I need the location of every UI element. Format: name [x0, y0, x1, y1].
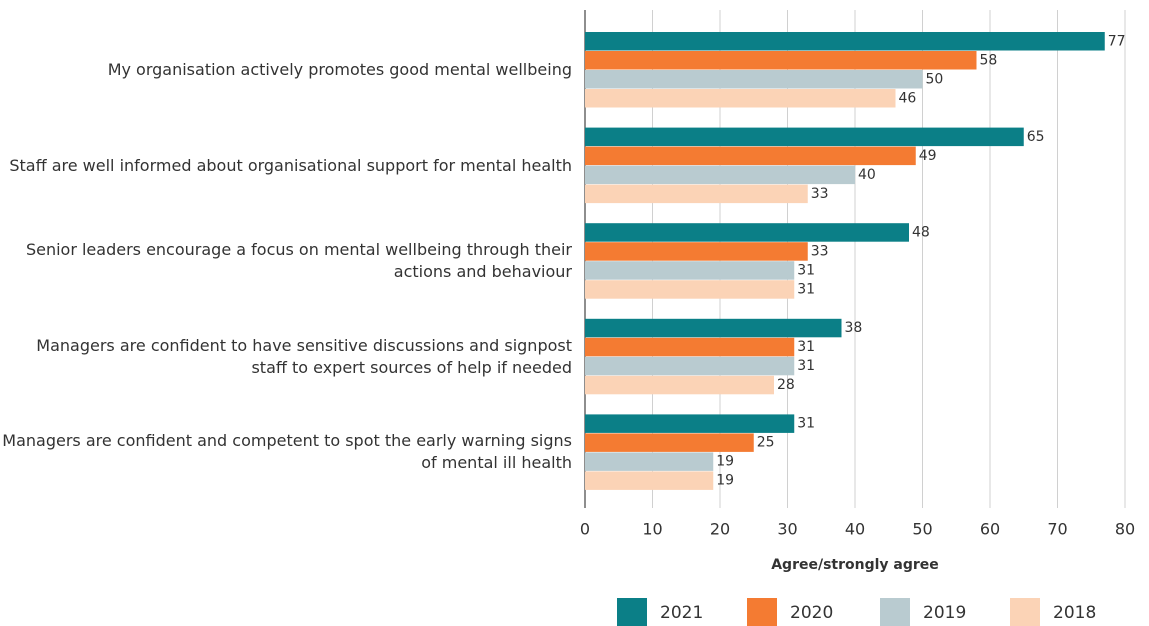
legend-label: 2019 [923, 603, 966, 623]
bar [585, 165, 855, 185]
value-label: 46 [899, 90, 917, 106]
value-label: 48 [912, 224, 930, 240]
value-label: 33 [811, 186, 829, 202]
bar [585, 471, 714, 490]
bar [585, 375, 774, 395]
legend-label: 2020 [790, 603, 833, 623]
legend-label: 2021 [660, 603, 703, 623]
x-tick-label: 70 [1047, 520, 1067, 539]
category-label: My organisation actively promotes good m… [107, 60, 572, 79]
bar [585, 242, 808, 261]
x-tick-label: 0 [580, 520, 590, 539]
x-tick-label: 80 [1115, 520, 1135, 539]
legend-swatch [747, 598, 777, 626]
value-label: 31 [797, 339, 815, 355]
category-label: Staff are well informed about organisati… [9, 155, 572, 175]
value-label: 50 [926, 71, 944, 87]
legend-swatch [1010, 598, 1040, 626]
x-tick-label: 40 [845, 520, 865, 539]
value-label: 31 [797, 281, 815, 297]
legend-swatch [880, 598, 910, 626]
bar [585, 146, 916, 166]
x-tick-label: 50 [912, 520, 932, 539]
value-label: 65 [1027, 129, 1045, 145]
category-label: Managers are confident and competent to … [2, 431, 572, 473]
bar [585, 414, 795, 433]
bar [585, 184, 808, 204]
bar [585, 70, 923, 89]
value-label: 33 [811, 243, 829, 259]
value-label: 31 [797, 358, 815, 374]
value-label: 19 [716, 454, 734, 470]
legend-swatch [617, 598, 647, 626]
bar [585, 337, 795, 357]
bar [585, 433, 754, 452]
value-label: 31 [797, 262, 815, 278]
x-axis-label: Agree/strongly agree [771, 557, 939, 573]
value-label: 25 [757, 435, 775, 451]
x-tick-label: 20 [710, 520, 730, 539]
bar [585, 452, 714, 471]
category-label: Senior leaders encourage a focus on ment… [25, 240, 572, 282]
bar [585, 51, 977, 70]
value-label: 49 [919, 148, 937, 164]
bar [585, 89, 896, 108]
value-label: 40 [858, 167, 876, 183]
bar [585, 223, 909, 242]
bar [585, 32, 1105, 51]
value-label: 58 [980, 52, 998, 68]
value-label: 19 [716, 473, 734, 489]
legend-label: 2018 [1053, 603, 1096, 623]
x-tick-label: 10 [642, 520, 662, 539]
bar [585, 127, 1024, 147]
value-label: 28 [777, 377, 795, 393]
value-label: 77 [1108, 33, 1126, 49]
category-label: Managers are confident to have sensitive… [36, 335, 572, 377]
bar [585, 261, 795, 280]
value-label: 31 [797, 416, 815, 432]
bar [585, 356, 795, 376]
bar [585, 280, 795, 299]
x-tick-label: 60 [980, 520, 1000, 539]
x-tick-label: 30 [777, 520, 797, 539]
bar [585, 318, 842, 338]
value-label: 38 [845, 320, 863, 336]
